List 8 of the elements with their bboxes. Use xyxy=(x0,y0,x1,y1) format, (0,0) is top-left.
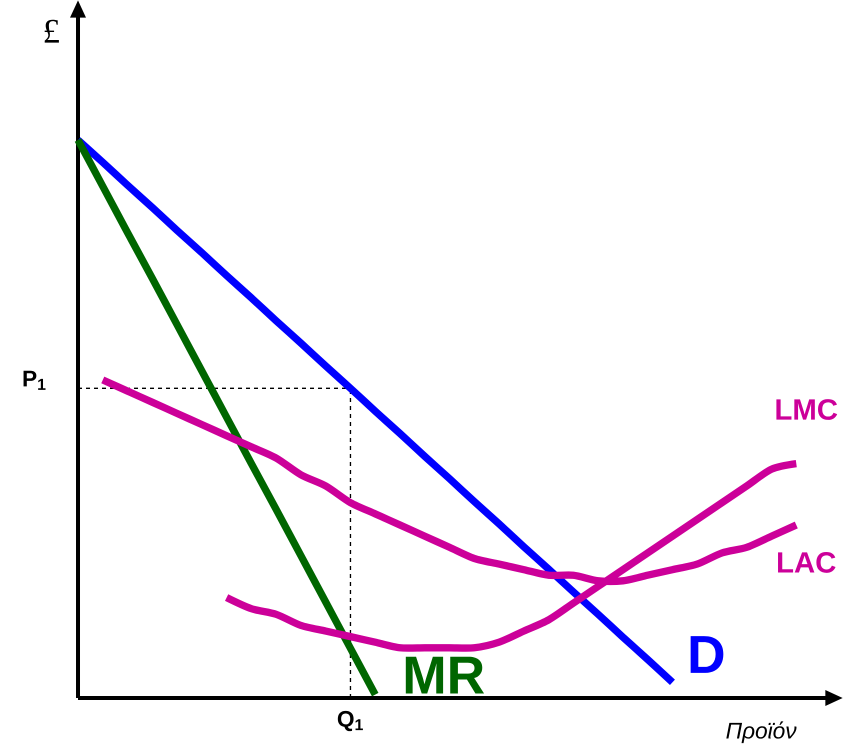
category-label: Q$_{1}$ xyxy=(338,710,363,732)
y-axis-title: £ xyxy=(44,20,59,43)
series-label: LAC xyxy=(778,552,836,573)
series-label: D xyxy=(690,636,724,673)
text: P$_{1}$ xyxy=(24,370,46,390)
series-label: LMC xyxy=(776,399,838,420)
series-label: MR xyxy=(406,656,484,694)
x-axis-title: Προϊόν xyxy=(726,721,796,744)
